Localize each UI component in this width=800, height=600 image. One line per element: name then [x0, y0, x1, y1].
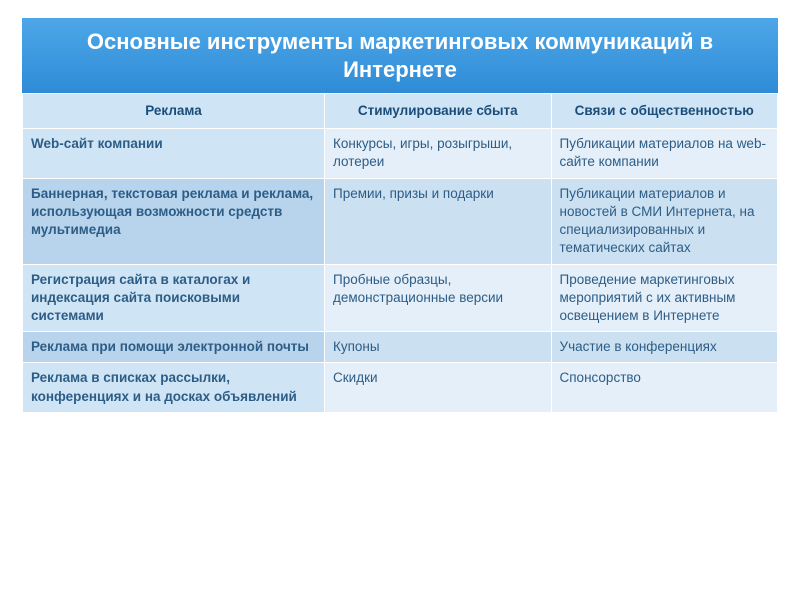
cell-pr: Проведение маркетинговых мероприятий с и…	[551, 264, 778, 332]
cell-sales-promotion: Премии, призы и подарки	[325, 178, 552, 264]
col-header-advertising: Реклама	[23, 94, 325, 129]
table-row: Реклама в списках рассылки, конференциях…	[23, 363, 778, 412]
slide-title: Основные инструменты маркетинговых комму…	[22, 18, 778, 93]
cell-pr: Спонсорство	[551, 363, 778, 412]
table-row: Регистрация сайта в каталогах и индексац…	[23, 264, 778, 332]
cell-sales-promotion: Купоны	[325, 332, 552, 363]
col-header-pr: Связи с общественностью	[551, 94, 778, 129]
cell-advertising: Реклама в списках рассылки, конференциях…	[23, 363, 325, 412]
table-header-row: Реклама Стимулирование сбыта Связи с общ…	[23, 94, 778, 129]
cell-sales-promotion: Скидки	[325, 363, 552, 412]
cell-pr: Публикации материалов и новостей в СМИ И…	[551, 178, 778, 264]
table-row: Web-сайт компании Конкурсы, игры, розыгр…	[23, 129, 778, 178]
cell-sales-promotion: Пробные образцы, демонстрационные версии	[325, 264, 552, 332]
table-row: Баннерная, текстовая реклама и реклама, …	[23, 178, 778, 264]
marketing-tools-table: Реклама Стимулирование сбыта Связи с общ…	[22, 93, 778, 413]
cell-advertising: Регистрация сайта в каталогах и индексац…	[23, 264, 325, 332]
cell-pr: Участие в конференциях	[551, 332, 778, 363]
cell-advertising: Web-сайт компании	[23, 129, 325, 178]
cell-sales-promotion: Конкурсы, игры, розыгрыши, лотереи	[325, 129, 552, 178]
col-header-sales-promotion: Стимулирование сбыта	[325, 94, 552, 129]
table-row: Реклама при помощи электронной почты Куп…	[23, 332, 778, 363]
cell-pr: Публикации материалов на web-сайте компа…	[551, 129, 778, 178]
cell-advertising: Реклама при помощи электронной почты	[23, 332, 325, 363]
slide: Основные инструменты маркетинговых комму…	[22, 18, 778, 582]
cell-advertising: Баннерная, текстовая реклама и реклама, …	[23, 178, 325, 264]
